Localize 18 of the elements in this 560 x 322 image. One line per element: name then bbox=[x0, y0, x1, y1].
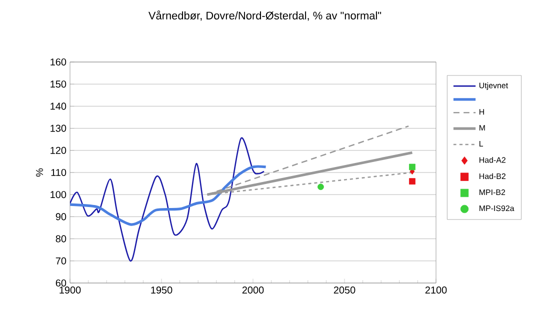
y-axis-title: % bbox=[36, 168, 44, 177]
y-tick-label: 90 bbox=[56, 213, 66, 220]
y-tick-label: 150 bbox=[50, 80, 66, 88]
chart-title: Vårnedbør, Dovre/Nord-Østerdal, % av "normal" bbox=[148, 10, 382, 21]
y-tick-label: 70 bbox=[56, 257, 66, 264]
y-tick-label: 140 bbox=[50, 102, 66, 110]
y-tick-label: 130 bbox=[50, 124, 66, 132]
y-tick-label: 60 bbox=[56, 279, 66, 287]
x-tick-label: 1950 bbox=[151, 286, 172, 294]
y-tick-label: 120 bbox=[50, 146, 66, 154]
y-tick-label: 80 bbox=[56, 235, 66, 242]
x-tick-label: 1900 bbox=[60, 286, 81, 294]
x-tick-label: 2100 bbox=[425, 286, 447, 294]
x-tick-label: 2050 bbox=[334, 286, 356, 294]
y-tick-label: 100 bbox=[50, 191, 66, 198]
x-tick-label: 2000 bbox=[242, 286, 264, 294]
y-tick-label: 160 bbox=[50, 58, 66, 66]
y-tick-label: 110 bbox=[51, 168, 66, 176]
